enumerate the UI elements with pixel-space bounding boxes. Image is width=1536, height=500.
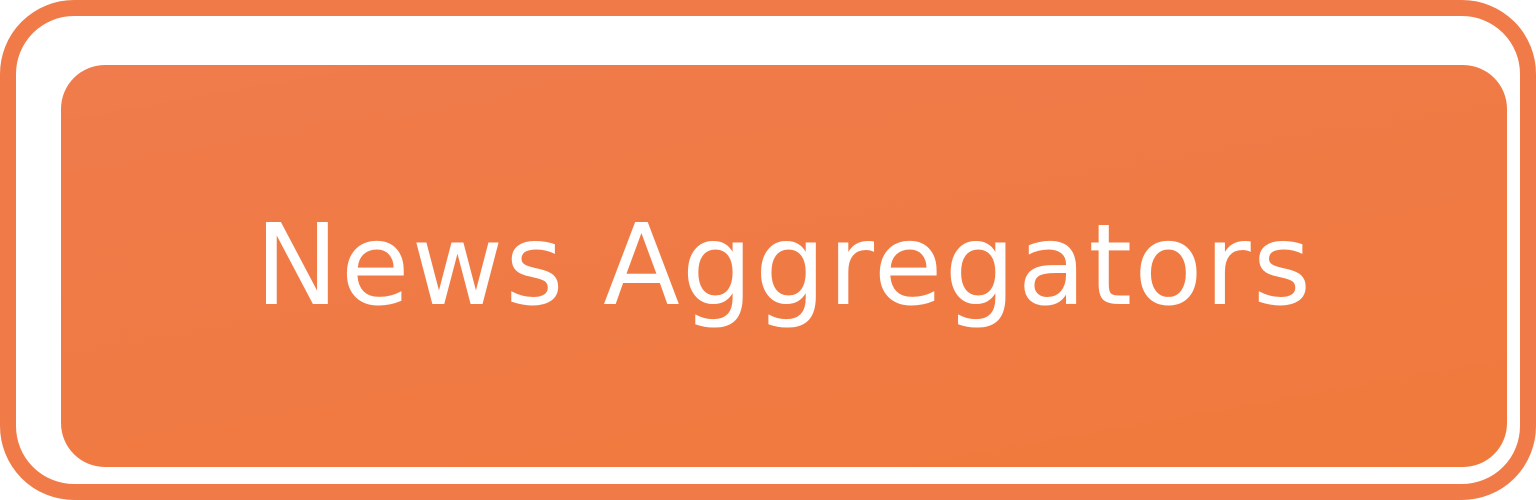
button-label: News Aggregators bbox=[254, 201, 1314, 331]
news-aggregators-button[interactable]: News Aggregators bbox=[61, 65, 1507, 467]
